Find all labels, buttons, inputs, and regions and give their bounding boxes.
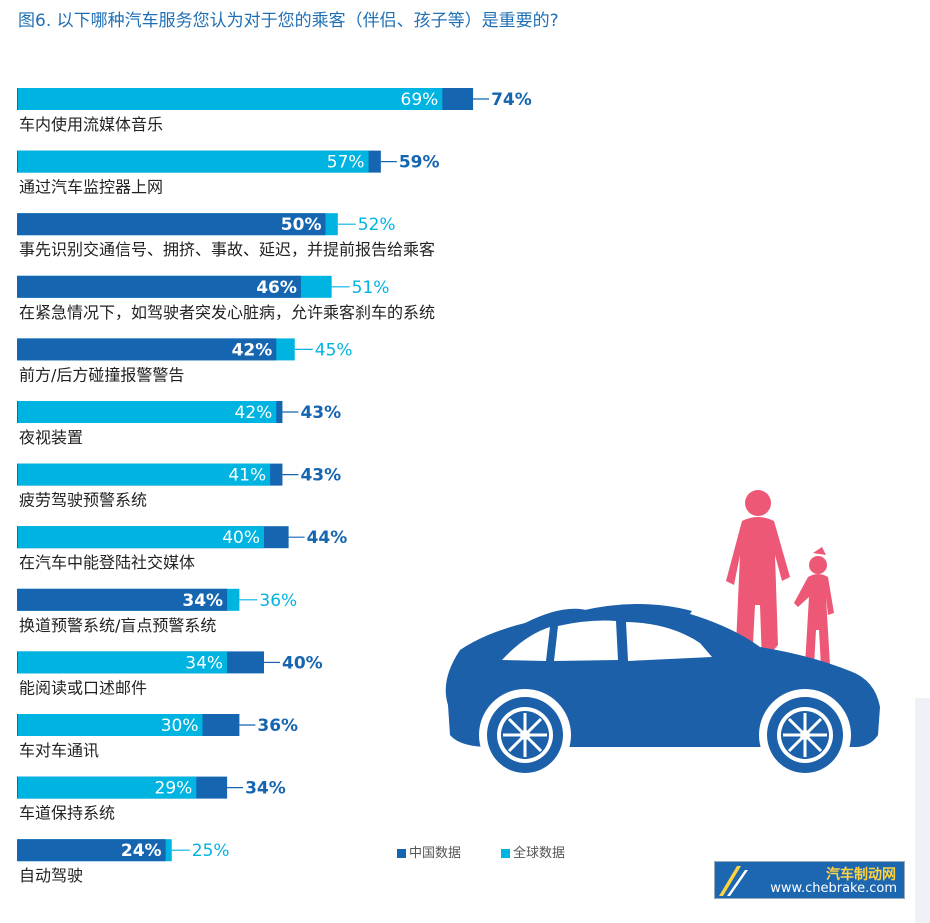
axis-tick-3 (17, 275, 19, 298)
category-label-12: 自动驾驶 (19, 866, 83, 885)
category-label-5: 夜视装置 (19, 428, 83, 447)
chart-title: 图6. 以下哪种汽车服务您认为对于您的乘客（伴侣、孩子等）是重要的? (18, 11, 559, 31)
legend-china-label: 中国数据 (409, 846, 462, 861)
bar-global-10 (18, 714, 203, 736)
axis-tick-6 (17, 463, 19, 486)
child-silhouette (794, 547, 834, 667)
data-label-global-0: 69% (401, 90, 439, 110)
data-label-global-10: 30% (161, 716, 199, 736)
axis-tick-2 (17, 213, 19, 236)
legend-global-swatch (501, 849, 510, 858)
bar-global-1 (18, 150, 369, 173)
category-label-7: 在汽车中能登陆社交媒体 (19, 553, 195, 572)
bar-global-6 (18, 463, 271, 486)
watermark-logo: 汽车制动网 www.chebrake.com (714, 861, 905, 899)
axis-tick-9 (17, 651, 19, 674)
car-silhouette (445, 604, 880, 781)
bar-china-8 (18, 588, 228, 611)
legend-global: 全球数据 (501, 842, 565, 861)
axis-tick-8 (17, 588, 19, 611)
bar-global-5 (18, 401, 277, 423)
data-label-global-7: 40% (222, 528, 260, 548)
data-label-china-1: 59% (399, 153, 440, 173)
category-label-1: 通过汽车监控器上网 (19, 178, 163, 197)
bar-china-3 (18, 275, 301, 298)
data-label-china-9: 40% (282, 653, 323, 673)
category-label-11: 车道保持系统 (19, 804, 115, 823)
data-label-china-5: 43% (300, 403, 341, 423)
watermark-name: 汽车制动网 (826, 867, 896, 883)
category-label-3: 在紧急情况下，如驾驶者突发心脏病，允许乘客刹车的系统 (19, 303, 435, 322)
data-label-global-6: 41% (228, 466, 266, 486)
data-label-china-0: 74% (491, 90, 532, 110)
data-label-global-11: 29% (155, 779, 193, 799)
bar-global-0 (18, 88, 443, 110)
data-label-china-12: 24% (121, 841, 162, 861)
axis-tick-5 (17, 401, 19, 423)
data-label-china-11: 34% (245, 779, 286, 799)
category-label-0: 车内使用流媒体音乐 (19, 115, 163, 134)
category-label-9: 能阅读或口述邮件 (19, 678, 147, 697)
axis-tick-11 (17, 776, 19, 799)
data-label-global-2: 52% (358, 215, 396, 235)
data-label-global-5: 42% (235, 403, 273, 423)
axis-tick-10 (17, 714, 19, 736)
data-label-china-2: 50% (281, 215, 322, 235)
category-label-2: 事先识别交通信号、拥挤、事故、延迟，并提前报告给乘客 (19, 240, 435, 259)
category-label-8: 换道预警系统/盲点预警系统 (19, 616, 216, 635)
car-family-illustration (445, 490, 880, 781)
data-label-global-1: 57% (327, 153, 365, 173)
data-label-global-9: 34% (185, 653, 223, 673)
bar-china-12 (18, 839, 166, 862)
axis-tick-0 (17, 88, 19, 110)
axis-tick-12 (17, 839, 19, 862)
axis-tick-1 (17, 150, 19, 173)
category-label-4: 前方/后方碰撞报警警告 (19, 365, 184, 384)
category-label-6: 疲劳驾驶预警系统 (19, 491, 147, 510)
bar-global-7 (18, 526, 264, 549)
watermark-url: www.chebrake.com (770, 881, 897, 896)
bar-china-2 (18, 213, 326, 236)
axis-tick-4 (17, 338, 19, 361)
data-label-china-6: 43% (300, 466, 341, 486)
data-label-china-8: 34% (182, 591, 223, 611)
data-label-global-3: 51% (352, 278, 390, 298)
legend-global-label: 全球数据 (513, 846, 566, 861)
legend-china-swatch (397, 849, 406, 858)
data-label-global-8: 36% (259, 591, 297, 611)
category-label-10: 车对车通讯 (19, 741, 99, 760)
watermark-mark-icon (719, 866, 748, 896)
axis-tick-7 (17, 526, 19, 549)
legend-china: 中国数据 (397, 842, 461, 861)
data-label-china-7: 44% (307, 528, 348, 548)
data-label-global-4: 45% (315, 340, 353, 360)
bar-global-11 (18, 776, 197, 799)
data-label-global-12: 25% (192, 841, 230, 861)
data-label-china-4: 42% (232, 340, 273, 360)
data-label-china-10: 36% (257, 716, 298, 736)
rear-wheel (759, 689, 851, 781)
data-label-china-3: 46% (256, 278, 297, 298)
adult-silhouette (726, 490, 790, 663)
front-wheel (479, 689, 571, 781)
bar-china-4 (18, 338, 277, 361)
bar-global-9 (18, 651, 228, 674)
edge-strip (915, 698, 930, 923)
